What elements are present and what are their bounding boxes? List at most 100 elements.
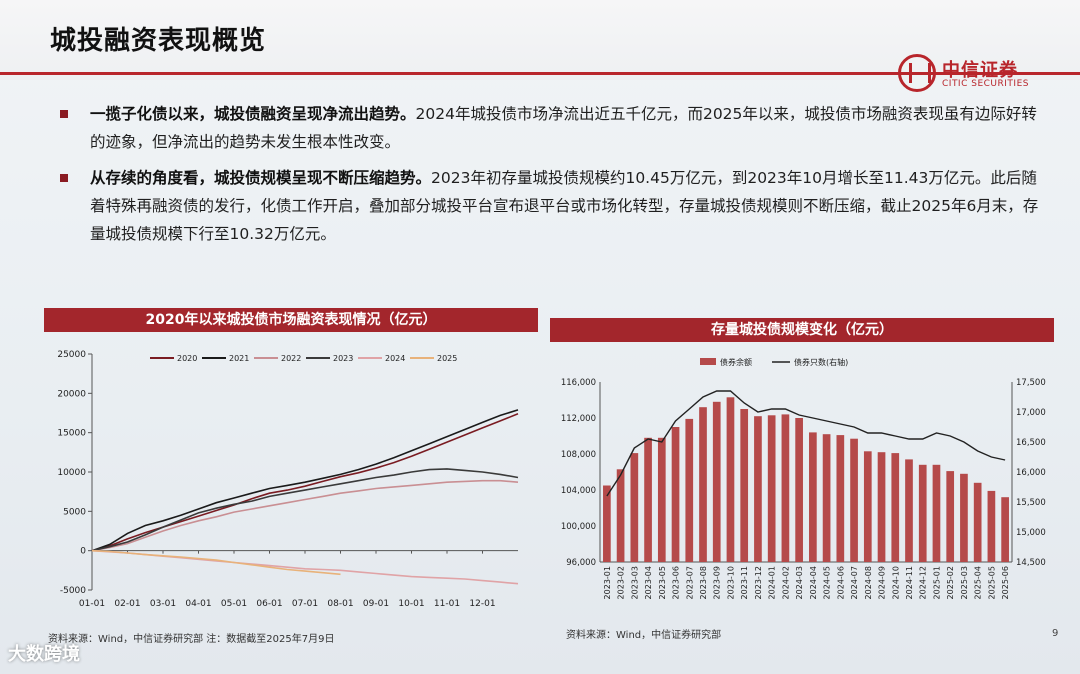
y2-tick-label: 16,500 [1016,438,1046,448]
x-tick-label: 2023-06 [672,566,681,599]
x-tick-label: 2023-05 [658,566,667,599]
x-tick-label: 2024-02 [781,566,790,599]
y-tick-label: 5000 [63,507,86,517]
x-tick-label: 2024-08 [864,566,873,599]
logo-cn-text: 中信证券 [942,60,1018,81]
x-tick-label: 2023-10 [726,566,735,599]
y2-tick-label: 17,500 [1016,378,1046,388]
bar [850,438,858,562]
x-tick-label: 2023-07 [685,566,694,599]
page-number: 9 [1052,628,1059,639]
x-tick-label: 2024-09 [878,566,887,599]
bar [767,415,776,562]
x-tick-label: 2023-04 [644,566,653,599]
citic-logo: 中信证券 CITIC SECURITIES [898,54,1048,98]
bullet-item: 从存续的角度看，城投债规模呈现不断压缩趋势。2023年初存量城投债规模约10.4… [60,164,1050,248]
y-tick-label: 15000 [57,429,86,439]
bar [1001,497,1009,562]
bar [685,418,694,562]
x-tick-label: 04-01 [185,599,211,609]
page-title: 城投融资表现概览 [50,26,267,56]
bullet-square-icon [60,110,68,118]
x-tick-label: 08-01 [327,599,353,609]
citic-logo-icon [898,54,936,92]
bar [877,452,886,562]
bar [836,435,845,562]
bullet-lead: 一揽子化债以来，城投债融资呈现净流出趋势。 [90,105,416,123]
y-tick-label: -5000 [60,586,86,596]
legend-label: 2023 [333,354,353,363]
x-tick-label: 2025-03 [960,566,969,599]
y-tick-label: 100,000 [561,522,596,532]
bar [644,437,652,562]
bar [630,453,639,562]
x-tick-label: 2025-06 [1001,566,1010,599]
legend-label: 债券余额 [720,357,752,367]
x-tick-label: 09-01 [363,599,389,609]
bar [863,451,872,562]
y-tick-label: 96,000 [566,558,596,568]
y-tick-label: 25000 [57,350,86,360]
bar [740,409,749,562]
x-tick-label: 2023-12 [754,566,763,599]
line-chart: -5000 0 5000 10000 15000 20000 25000 01-01 02-01… [57,350,519,609]
legend-label: 2024 [385,354,405,363]
bullet-text: 2023年初存量城投债规模约10.45万亿元，到2023年10月增长至11.43… [90,169,1039,243]
y-tick-label: 108,000 [561,450,596,460]
x-tick-label: 10-01 [398,599,424,609]
x-tick-label: 2023-08 [699,566,708,599]
legend-swatch [700,358,716,365]
bar [712,401,721,562]
x-tick-label: 2023-01 [603,566,612,599]
legend-label: 2020 [177,354,197,363]
x-tick-label: 2024-10 [891,566,900,599]
bar [657,437,666,562]
left-chart-header: 2020年以来城投债市场融资表现情况（亿元） [44,308,538,332]
bar [932,464,941,562]
bar [822,434,831,562]
x-tick-label: 06-01 [256,599,282,609]
logo-en-text: CITIC SECURITIES [942,79,1029,89]
bullet-list: 一揽子化债以来，城投债融资呈现净流出趋势。2024年城投债市场净流出近五千亿元，… [60,100,1050,256]
x-tick-label: 2023-02 [617,566,626,599]
bar [603,485,611,562]
bar [891,453,900,562]
bar [905,459,913,562]
x-tick-label: 2024-06 [836,566,845,599]
x-tick-label: 2025-04 [974,566,983,599]
bullet-square-icon [60,174,68,182]
right-chart-source: 资料来源：Wind，中信证券研究部 [566,630,722,641]
y-tick-label: 20000 [57,389,86,399]
bullet-item: 一揽子化债以来，城投债融资呈现净流出趋势。2024年城投债市场净流出近五千亿元，… [60,100,1050,156]
x-tick-label: 2023-09 [713,566,722,599]
series-line [91,409,519,552]
x-tick-label: 2024-12 [919,566,928,599]
y2-tick-label: 16,000 [1016,468,1046,478]
bullet-lead: 从存续的角度看，城投债规模呈现不断压缩趋势。 [90,169,432,187]
x-tick-label: 2024-04 [809,566,818,599]
y2-tick-label: 15,000 [1016,528,1046,538]
y-tick-label: 104,000 [561,486,596,496]
x-tick-label: 2024-03 [795,566,804,599]
series-line [91,468,519,552]
x-tick-label: 03-01 [150,599,176,609]
bar [809,432,817,562]
bar [946,471,955,562]
bar-chart: 96,000 100,000 104,000 108,000 112,000 116,00… [561,357,1046,599]
x-tick-label: 2024-07 [850,566,859,599]
series-line [91,549,341,576]
bar [699,407,707,562]
bar [671,427,680,562]
legend-label: 2022 [281,354,301,363]
bar [960,473,968,562]
x-tick-label: 2023-11 [740,566,749,599]
x-tick-label: 05-01 [221,599,247,609]
bar [754,416,762,562]
x-tick-label: 2025-01 [932,566,941,599]
x-tick-label: 2025-05 [987,566,996,599]
bar [973,482,982,562]
y-tick-label: 0 [80,547,86,557]
x-tick-label: 11-01 [434,599,460,609]
y-tick-label: 116,000 [561,378,596,388]
